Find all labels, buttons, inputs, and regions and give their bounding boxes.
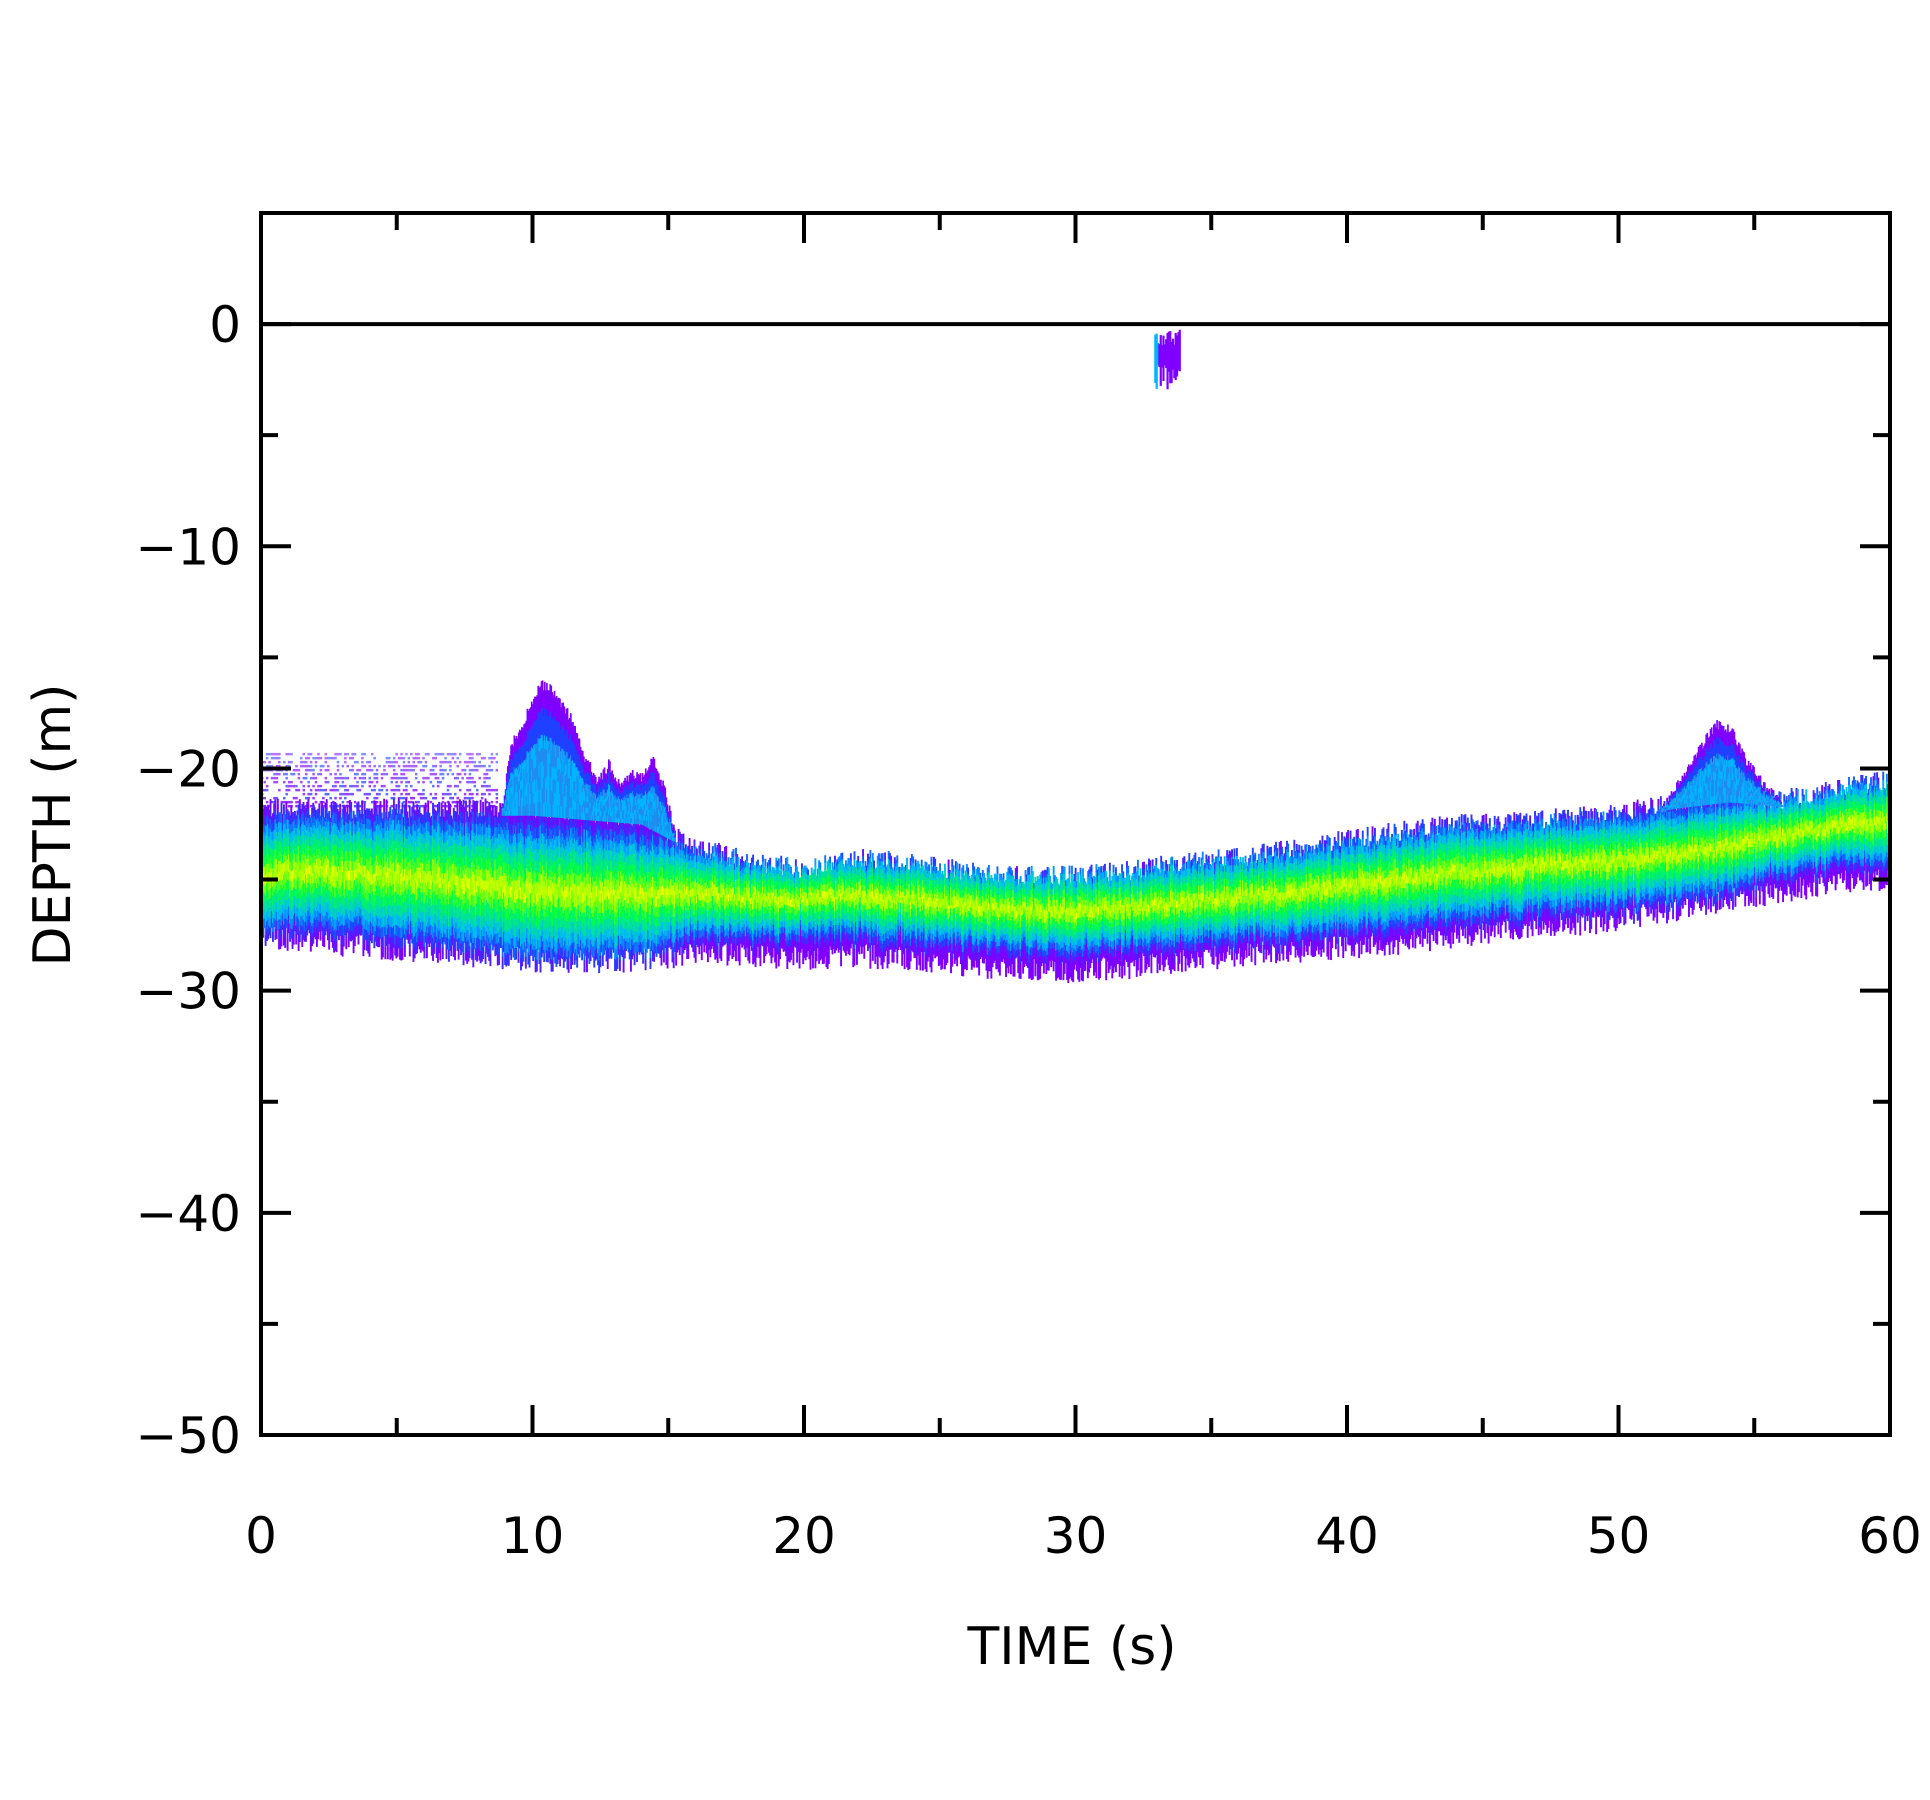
x-tick-label: 30 (1044, 1507, 1108, 1565)
y-tick-label: −50 (135, 1407, 241, 1465)
echogram-plot: 0 10 20 30 40 50 60 0 −10 −20 −30 −40 −50 TIME (s) D… (0, 0, 1930, 1795)
x-tick-label: 10 (501, 1507, 565, 1565)
x-axis-title: TIME (s) (966, 1617, 1176, 1677)
y-tick-label: −40 (135, 1185, 241, 1243)
x-tick-label: 0 (245, 1507, 277, 1565)
y-axis-title: DEPTH (m) (23, 684, 83, 967)
x-tick-label: 20 (772, 1507, 836, 1565)
x-tick-label: 40 (1315, 1507, 1379, 1565)
y-tick-label: −20 (135, 740, 241, 798)
plume-2 (1659, 720, 1783, 812)
x-tick-label: 60 (1858, 1507, 1922, 1565)
near-surface-echo (1154, 330, 1181, 390)
noise-region (261, 753, 498, 807)
x-tick-label: 50 (1587, 1507, 1651, 1565)
y-tick-label: −30 (135, 963, 241, 1021)
y-tick-label: 0 (209, 296, 241, 354)
echogram-chart: 0 10 20 30 40 50 60 0 −10 −20 −30 −40 −50 TIME (s) D… (0, 0, 1930, 1795)
y-tick-label: −10 (135, 518, 241, 576)
